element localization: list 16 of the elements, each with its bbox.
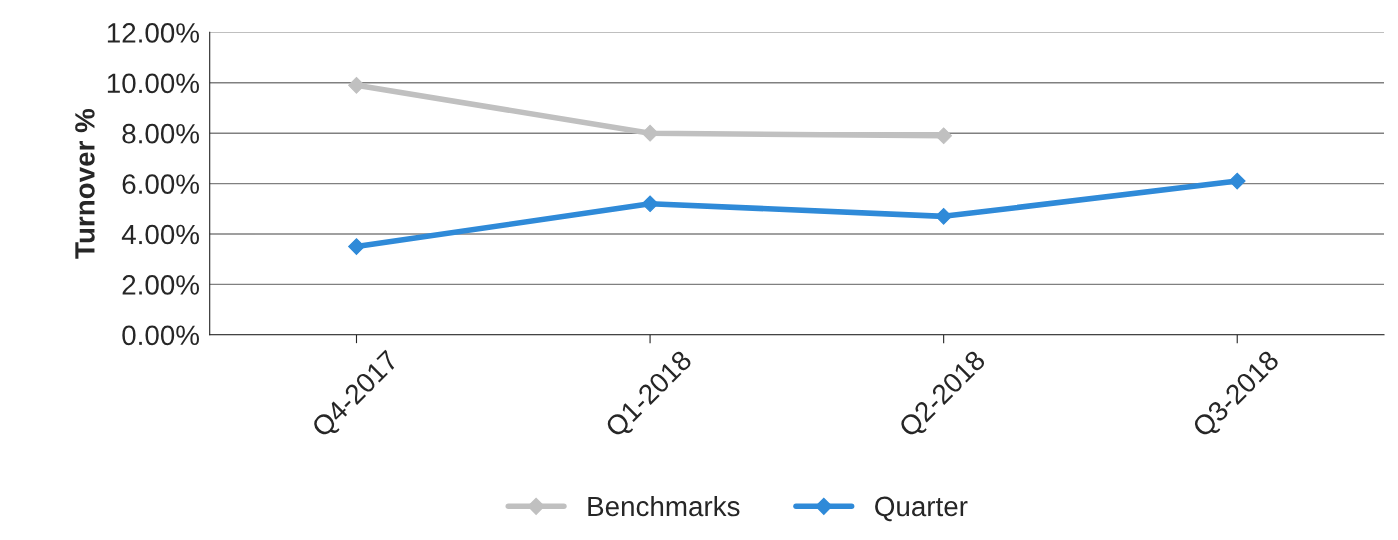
y-tick-label: 8.00% xyxy=(122,123,199,144)
y-tick-label: 12.00% xyxy=(107,23,199,43)
y-tick-label: 0.00% xyxy=(122,325,199,346)
point xyxy=(348,76,365,94)
point xyxy=(1228,172,1246,190)
legend-label: Benchmarks xyxy=(588,495,740,517)
point xyxy=(935,207,953,225)
y-tick-label: 2.00% xyxy=(122,275,199,295)
y-axis-title: Turnover % xyxy=(75,108,95,259)
legend-label: Quarter xyxy=(875,496,968,522)
point xyxy=(935,127,953,145)
y-tick-label: 4.00% xyxy=(121,224,199,245)
y-tick-label: 10.00% xyxy=(107,73,199,94)
point xyxy=(348,238,365,255)
point xyxy=(641,195,659,213)
y-tick-label: 6.00% xyxy=(122,174,199,194)
